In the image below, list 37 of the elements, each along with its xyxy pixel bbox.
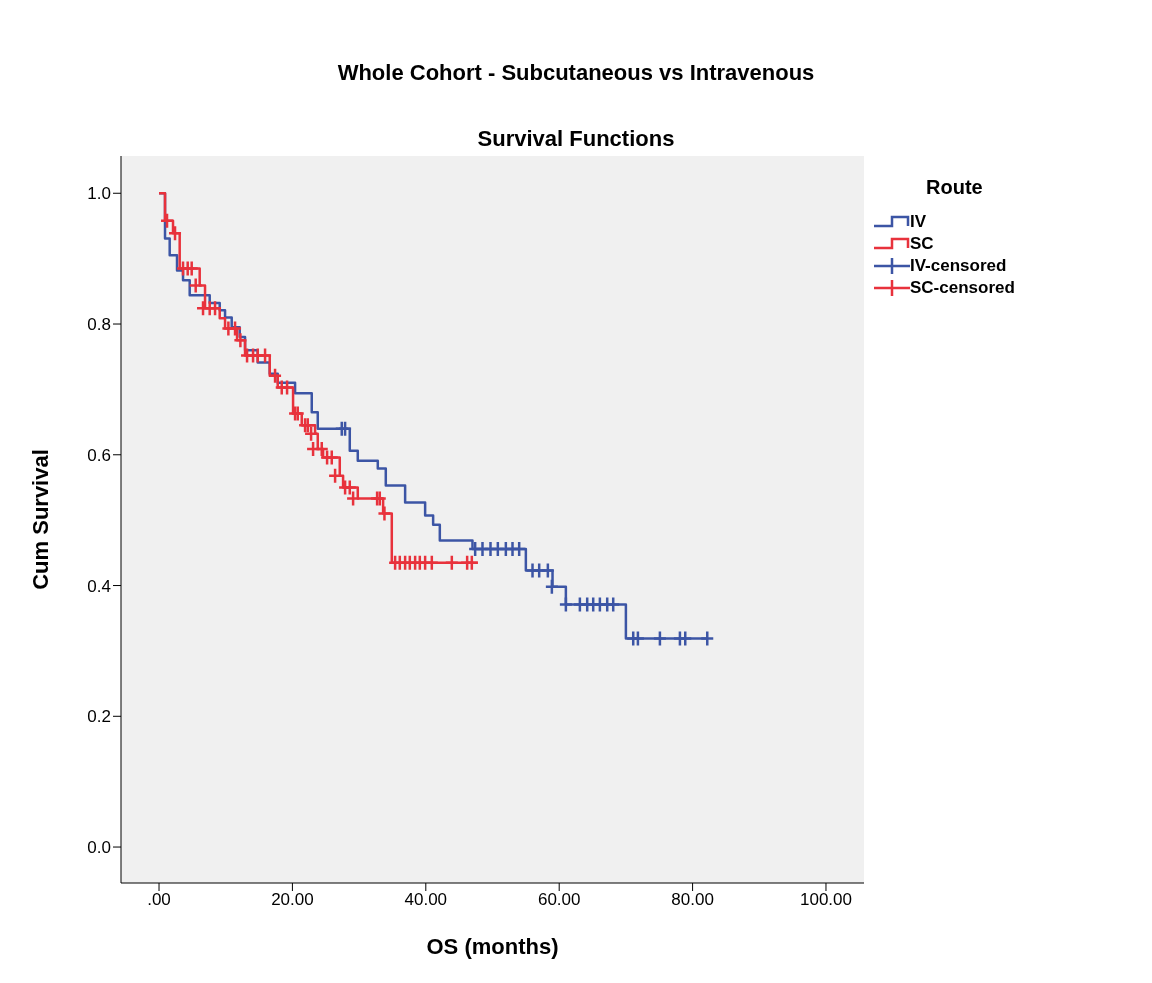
legend-label: IV-censored [910, 256, 1007, 276]
x-tick-label: 80.00 [671, 890, 714, 910]
legend-title: Route [926, 176, 984, 199]
point [511, 540, 527, 558]
point [540, 562, 556, 579]
point [652, 630, 668, 647]
chart-subtitle: Survival Functions [476, 126, 676, 152]
x-tick-label: 60.00 [537, 890, 581, 910]
legend-label: SC [910, 234, 934, 254]
point [267, 367, 283, 384]
point [188, 277, 203, 294]
point [233, 332, 248, 349]
y-tick-label: 0.8 [87, 315, 111, 335]
y-tick-label: 0.2 [87, 707, 111, 727]
point [700, 630, 715, 647]
x-tick-label: 100.00 [799, 890, 852, 910]
point [159, 212, 175, 229]
legend-label: IV [910, 212, 927, 232]
legend-label: SC-censored [910, 278, 1015, 298]
x-tick-label: .00 [147, 890, 171, 910]
y-tick-label: 0.0 [87, 838, 111, 858]
y-axis-title: Cum Survival [27, 449, 53, 590]
point [544, 578, 560, 596]
y-tick-label: 1.0 [87, 184, 111, 204]
point [167, 224, 183, 242]
y-tick-label: 0.4 [87, 576, 111, 596]
x-tick-label: 40.00 [404, 890, 448, 910]
x-tick-label: 20.00 [271, 890, 314, 910]
x-axis-title: OS (months) [426, 934, 559, 959]
point [345, 490, 361, 507]
point [558, 596, 574, 613]
chart-title: Whole Cohort - Subcutaneous vs Intravenous [336, 60, 816, 86]
y-tick-label: 0.6 [87, 445, 111, 465]
point [444, 554, 460, 571]
point [257, 347, 273, 364]
point [377, 505, 392, 522]
point [424, 554, 440, 571]
